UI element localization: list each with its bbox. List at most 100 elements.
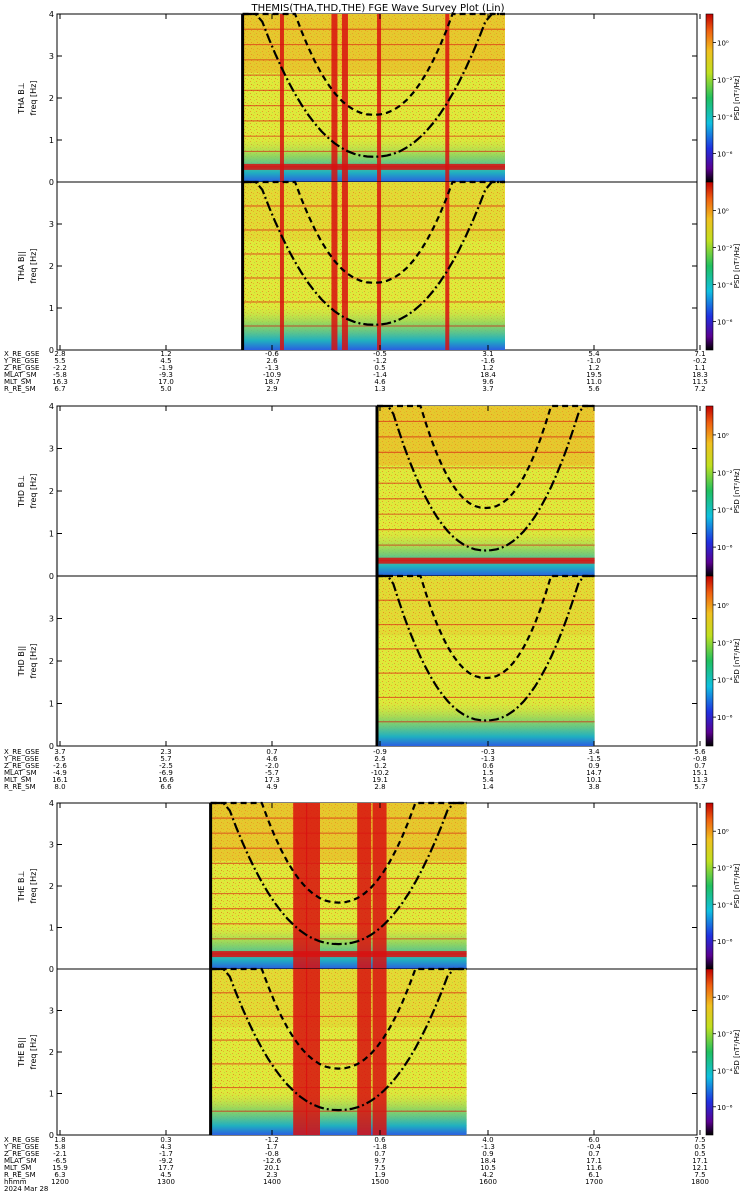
ephemeris-value: 9.6	[482, 378, 494, 386]
y-axis-probe: THD B||	[17, 646, 26, 677]
ephemeris-value: -12.6	[263, 1157, 282, 1165]
colorbar-scale	[705, 405, 714, 577]
ephemeris-value: -0.3	[481, 748, 495, 756]
ephemeris-value: 18.7	[264, 378, 280, 386]
colorbar-tick-label: 10⁻²	[717, 865, 733, 873]
ephemeris-value: 0.7	[374, 1150, 385, 1158]
ephemeris-value: 2.8	[374, 783, 385, 791]
ephemeris-value: 17.3	[264, 776, 280, 784]
cyclotron-curve	[377, 574, 595, 680]
y-tick-label: 3	[49, 1007, 54, 1016]
ephemeris-value: 0.5	[374, 364, 385, 372]
y-axis-label: THD B||	[17, 646, 26, 677]
ephemeris-value: 0.3	[160, 1136, 171, 1144]
ephemeris-value: 1.5	[482, 769, 493, 777]
ephemeris-value: 1300	[157, 1178, 175, 1186]
ephemeris-value: 4.9	[266, 783, 277, 791]
ephemeris-value: -1.2	[265, 1136, 279, 1144]
ephemeris-value: -5.7	[265, 769, 279, 777]
broadband-stripe	[445, 14, 450, 182]
y-tick-label: 2	[49, 487, 54, 496]
colorbar-label: PSD [nT²/Hz]	[733, 638, 741, 683]
ephemeris-value: 6.6	[160, 783, 172, 791]
cyclotron-curve	[210, 967, 467, 1070]
colorbar-scale	[705, 802, 714, 970]
y-axis-unit: freq [Hz]	[29, 81, 38, 116]
ephemeris-value: 6.1	[588, 1171, 599, 1179]
y-axis-unit: freq [Hz]	[29, 474, 38, 509]
ephemeris-value: 7.1	[694, 350, 705, 358]
ephemeris-row-label: MLAT_SM	[4, 1157, 37, 1165]
ephemeris-value: 5.4	[588, 350, 600, 358]
broadband-stripe	[372, 803, 387, 969]
ephemeris-row-label: MLAT_SM	[4, 769, 37, 777]
spectrogram-panel: 0 1 2 3 4 THA B⊥ freq [Hz] 10⁰ 10⁻² 10⁻⁴ 10⁻⁶ PSD […	[17, 10, 741, 187]
y-tick-label: 3	[49, 615, 54, 624]
y-tick-label: 4	[49, 402, 54, 411]
ephemeris-value: 2.4	[374, 755, 386, 763]
ephemeris-value: 4.5	[160, 1171, 171, 1179]
cyclotron-curve	[210, 801, 467, 904]
ephemeris-row-label: MLAT_SM	[4, 371, 37, 379]
ephemeris-value: -6.5	[53, 1157, 67, 1165]
ephemeris-value: -0.5	[373, 350, 387, 358]
cyclotron-curve	[210, 967, 467, 1112]
colorbar-tick-label: 10⁻⁴	[717, 677, 733, 685]
ephemeris-value: 17.7	[158, 1164, 174, 1172]
y-tick-label: 0	[49, 572, 54, 581]
low-freq-band	[210, 951, 467, 958]
ephemeris-value: -2.5	[159, 762, 173, 770]
ephemeris-value: 14.7	[586, 769, 602, 777]
ephemeris-value: 0.7	[694, 762, 705, 770]
ephemeris-value: -1.2	[373, 357, 387, 365]
ephemeris-value: -9.2	[159, 1157, 173, 1165]
ephemeris-value: 0.9	[482, 1150, 493, 1158]
ephemeris-value: 17.0	[158, 378, 174, 386]
colorbar-scale	[705, 13, 714, 183]
ephemeris-value: 16.6	[158, 776, 174, 784]
ephemeris-value: 16.1	[52, 776, 68, 784]
ephemeris-value: -10.2	[371, 769, 389, 777]
cyclotron-curve	[377, 404, 595, 552]
ephemeris-value: -9.3	[159, 371, 173, 379]
cyclotron-curve	[242, 12, 505, 158]
ephemeris-value: 4.6	[266, 755, 278, 763]
ephemeris-table: X_RE_GSEY_RE_GSEZ_RE_GSEMLAT_SMMLT_SMR_R…	[3, 748, 708, 791]
ephemeris-row-label: Z_RE_GSE	[4, 1150, 39, 1158]
cyclotron-curve	[377, 574, 595, 722]
y-tick-label: 1	[49, 700, 54, 709]
ephemeris-value: 2.3	[266, 1171, 277, 1179]
ephemeris-value: -1.6	[481, 357, 495, 365]
ephemeris-row-label: MLT_SM	[4, 378, 31, 386]
ephemeris-value: -1.0	[587, 357, 601, 365]
ephemeris-value: -6.9	[159, 769, 173, 777]
ephemeris-value: 12.1	[692, 1164, 708, 1172]
ephemeris-value: 4.5	[160, 357, 171, 365]
ephemeris-value: 4.6	[374, 378, 386, 386]
y-axis-unit: freq [Hz]	[29, 644, 38, 679]
ephemeris-row-label: MLT_SM	[4, 776, 31, 784]
ephemeris-value: -0.6	[265, 350, 279, 358]
ephemeris-value: 6.3	[54, 1171, 65, 1179]
ephemeris-value: 0.5	[694, 1150, 705, 1158]
colorbar-tick-label: 10⁻⁶	[717, 150, 733, 158]
ephemeris-value: -0.8	[693, 755, 707, 763]
ephemeris-value: 11.6	[586, 1164, 602, 1172]
ephemeris-value: -1.3	[481, 1143, 495, 1151]
y-axis-label: THD B⊥	[17, 475, 26, 508]
y-tick-label: 1	[49, 136, 54, 145]
ephemeris-value: 11.3	[692, 776, 708, 784]
colorbar: 10⁰ 10⁻² 10⁻⁴ 10⁻⁶ PSD [nT²/Hz]	[705, 575, 741, 747]
colorbar-scale	[705, 575, 714, 747]
spectrogram-panel: 0 1 2 3 THD B|| freq [Hz] 10⁰ 10⁻² 10⁻⁴ 10⁻⁶ PSD […	[17, 574, 741, 751]
high-freq-power	[242, 14, 505, 73]
y-axis-label: THA B⊥	[17, 82, 26, 114]
y-axis-label: THE B⊥	[17, 870, 26, 902]
y-axis-probe: THA B||	[17, 251, 26, 282]
ephemeris-value: 4.3	[160, 1143, 171, 1151]
ephemeris-value: 2.6	[266, 357, 278, 365]
colorbar-scale	[705, 968, 714, 1136]
ephemeris-value: 18.4	[480, 1157, 496, 1165]
